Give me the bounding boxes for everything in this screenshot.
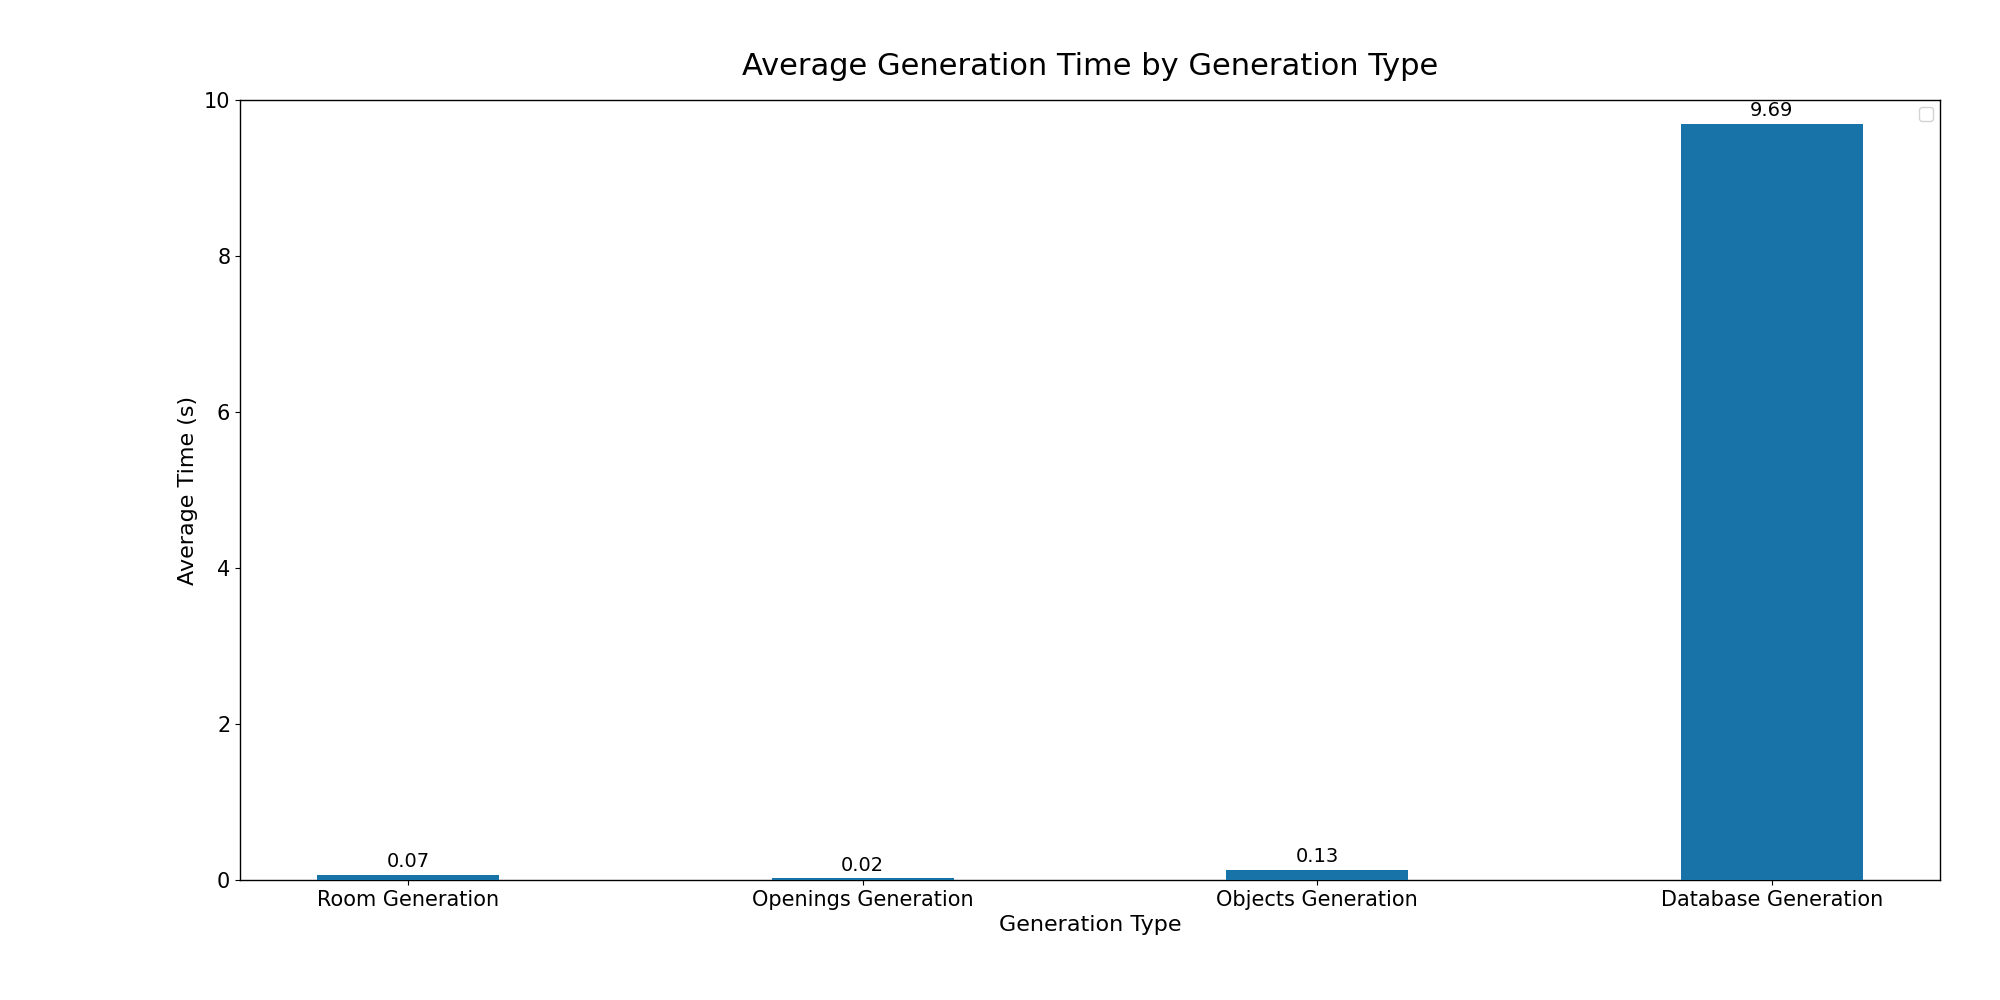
Bar — [318, 875, 500, 880]
Bar — [1680, 124, 1862, 880]
Text: 0.13: 0.13 — [1296, 847, 1338, 866]
Bar — [772, 878, 954, 880]
Title: Average Generation Time by Generation Type: Average Generation Time by Generation Ty… — [742, 52, 1438, 81]
Bar — [1226, 870, 1408, 880]
Text: 9.69: 9.69 — [1750, 101, 1794, 120]
Y-axis label: Average Time (s): Average Time (s) — [178, 395, 198, 585]
X-axis label: Generation Type: Generation Type — [998, 915, 1182, 935]
Legend:  — [1920, 107, 1934, 121]
Text: 0.02: 0.02 — [842, 856, 884, 875]
Text: 0.07: 0.07 — [386, 852, 430, 871]
